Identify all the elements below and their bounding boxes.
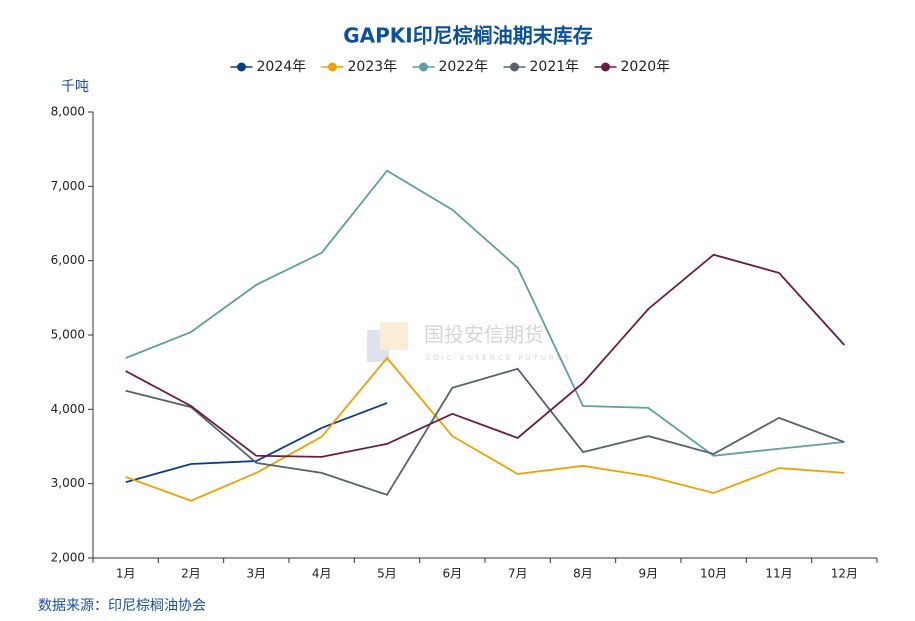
y-tick-label: 7,000 [51, 179, 85, 193]
source-note: 数据来源：印尼棕榈油协会 [38, 598, 206, 614]
y-tick-label: 5,000 [51, 328, 85, 342]
legend-label: 2022年 [439, 59, 489, 75]
y-tick-label: 8,000 [51, 105, 85, 119]
y-axis-label: 千吨 [61, 79, 89, 95]
x-tick-label: 12月 [831, 567, 858, 581]
legend-marker [237, 62, 246, 72]
watermark: 国投安信期货 SDIC ESSENCE FUTURES [367, 322, 572, 362]
x-tick-label: 10月 [700, 567, 727, 581]
x-tick-label: 3月 [247, 567, 267, 581]
series-line [125, 169, 845, 457]
chart-title: GAPKI印尼棕榈油期末库存 [343, 24, 593, 48]
x-tick-label: 9月 [639, 567, 659, 581]
watermark-logo [380, 322, 408, 350]
series-line [125, 253, 845, 458]
legend-marker [328, 62, 337, 72]
legend-label: 2023年 [348, 59, 398, 75]
watermark-text: 国投安信期货 [424, 323, 544, 347]
x-tick-label: 5月 [377, 567, 397, 581]
series-line [125, 402, 388, 484]
x-tick-label: 6月 [443, 567, 463, 581]
x-tick-label: 2月 [181, 567, 201, 581]
x-tick-label: 11月 [765, 567, 792, 581]
watermark-sub: SDIC ESSENCE FUTURES [426, 354, 572, 362]
y-tick-label: 6,000 [51, 253, 85, 267]
series-line [125, 367, 845, 496]
x-tick-label: 8月 [573, 567, 593, 581]
x-tick-label: 7月 [508, 567, 528, 581]
legend-label: 2020年 [621, 59, 671, 75]
y-tick-label: 4,000 [51, 402, 85, 416]
legend-marker [601, 62, 610, 72]
x-tick-label: 4月 [312, 567, 332, 581]
y-tick-label: 3,000 [51, 476, 85, 490]
legend-marker [419, 62, 428, 72]
x-tick-label: 1月 [116, 567, 136, 581]
watermark-logo [367, 330, 389, 362]
series-line [125, 356, 845, 502]
legend-marker [510, 62, 519, 72]
legend-label: 2021年 [530, 59, 580, 75]
legend-label: 2024年 [257, 59, 307, 75]
y-tick-label: 2,000 [51, 551, 85, 565]
